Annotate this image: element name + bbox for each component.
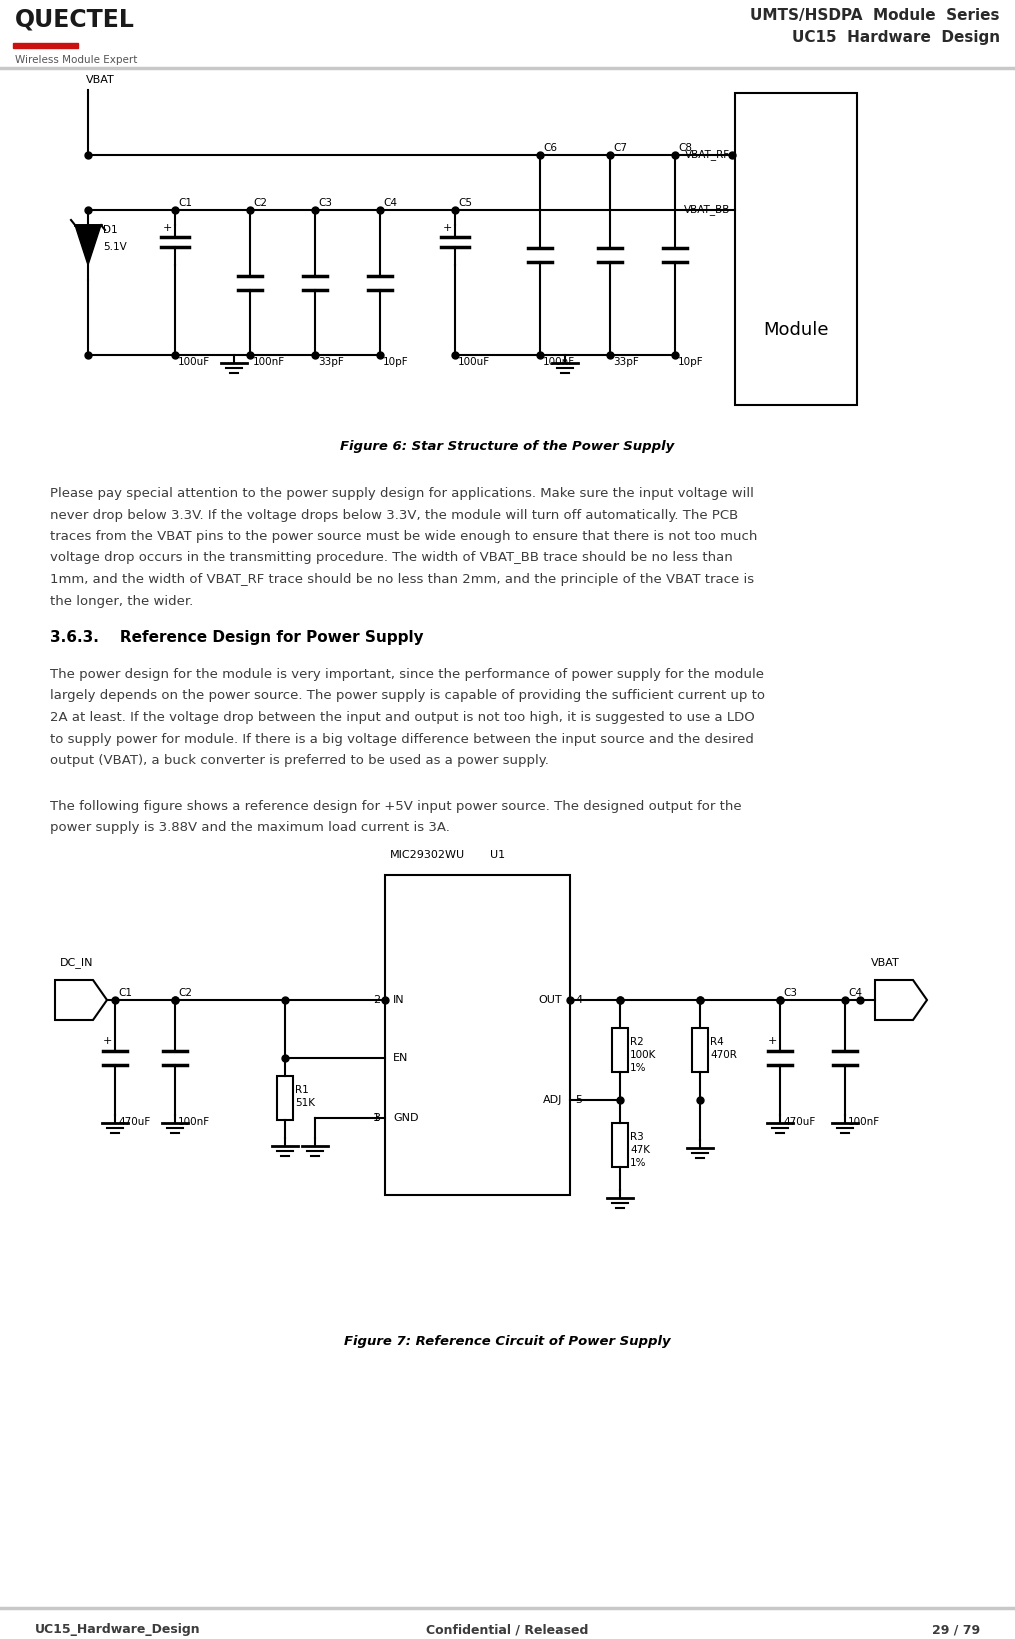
Text: C5: C5 (458, 198, 472, 208)
Text: 1mm, and the width of VBAT_RF trace should be no less than 2mm, and the principl: 1mm, and the width of VBAT_RF trace shou… (50, 574, 754, 587)
Text: 10pF: 10pF (678, 357, 703, 367)
Text: 33pF: 33pF (318, 357, 344, 367)
Text: C7: C7 (613, 143, 627, 152)
Text: The power design for the module is very important, since the performance of powe: The power design for the module is very … (50, 669, 764, 680)
Text: 4: 4 (576, 995, 583, 1005)
Text: the longer, the wider.: the longer, the wider. (50, 595, 193, 608)
Text: 51K: 51K (295, 1098, 315, 1108)
Text: Figure 6: Star Structure of the Power Supply: Figure 6: Star Structure of the Power Su… (340, 439, 674, 452)
Text: 100uF: 100uF (458, 357, 490, 367)
Text: R1: R1 (295, 1085, 309, 1095)
Text: 100nF: 100nF (543, 357, 576, 367)
Text: 100K: 100K (630, 1051, 657, 1060)
Text: 470uF: 470uF (783, 1118, 815, 1128)
Text: UC15_Hardware_Design: UC15_Hardware_Design (35, 1624, 201, 1636)
Text: Confidential / Released: Confidential / Released (426, 1624, 588, 1636)
Text: R4: R4 (710, 1037, 724, 1047)
Text: C6: C6 (543, 143, 557, 152)
Text: GND: GND (393, 1113, 418, 1123)
Text: largely depends on the power source. The power supply is capable of providing th: largely depends on the power source. The… (50, 690, 765, 703)
Text: never drop below 3.3V. If the voltage drops below 3.3V, the module will turn off: never drop below 3.3V. If the voltage dr… (50, 508, 738, 521)
Text: VBAT_BB: VBAT_BB (684, 205, 730, 215)
Bar (385, 875, 570, 1195)
Text: R3: R3 (630, 1133, 644, 1142)
Text: +: + (767, 1036, 777, 1046)
Polygon shape (75, 225, 102, 266)
Text: 10pF: 10pF (383, 357, 409, 367)
Text: 5.1V: 5.1V (103, 243, 127, 252)
Bar (13, 43, 78, 48)
Text: IN: IN (393, 995, 405, 1005)
Text: 3: 3 (373, 1113, 380, 1123)
Text: UC15  Hardware  Design: UC15 Hardware Design (792, 30, 1000, 44)
Text: output (VBAT), a buck converter is preferred to be used as a power supply.: output (VBAT), a buck converter is prefe… (50, 754, 549, 767)
Bar (612, 1028, 628, 1072)
Bar (612, 1123, 628, 1167)
Text: C3: C3 (318, 198, 332, 208)
Text: Module: Module (763, 321, 829, 339)
Text: QUECTEL: QUECTEL (15, 8, 135, 33)
Text: 47K: 47K (630, 1146, 650, 1155)
Text: C8: C8 (678, 143, 692, 152)
Text: +: + (443, 223, 452, 233)
Text: C2: C2 (253, 198, 267, 208)
Text: 100nF: 100nF (178, 1118, 210, 1128)
Text: +: + (103, 1036, 112, 1046)
Text: R2: R2 (630, 1037, 644, 1047)
Text: UMTS/HSDPA  Module  Series: UMTS/HSDPA Module Series (750, 8, 1000, 23)
Text: power supply is 3.88V and the maximum load current is 3A.: power supply is 3.88V and the maximum lo… (50, 821, 450, 834)
Text: Figure 7: Reference Circuit of Power Supply: Figure 7: Reference Circuit of Power Sup… (344, 1336, 670, 1347)
Text: DC_IN: DC_IN (60, 957, 93, 969)
Text: The following figure shows a reference design for +5V input power source. The de: The following figure shows a reference d… (50, 800, 742, 813)
Text: 1%: 1% (630, 1159, 647, 1169)
Text: VBAT: VBAT (871, 959, 899, 969)
Text: 1%: 1% (630, 1064, 647, 1074)
Text: OUT: OUT (538, 995, 562, 1005)
Bar (692, 1028, 708, 1072)
Text: 33pF: 33pF (613, 357, 638, 367)
Text: 1: 1 (373, 1113, 380, 1123)
Text: 100uF: 100uF (178, 357, 210, 367)
Text: 100nF: 100nF (848, 1118, 880, 1128)
Text: 29 / 79: 29 / 79 (932, 1624, 980, 1636)
Text: VBAT: VBAT (86, 75, 115, 85)
Text: U1: U1 (490, 851, 505, 860)
Text: EN: EN (393, 1052, 408, 1064)
Text: Please pay special attention to the power supply design for applications. Make s: Please pay special attention to the powe… (50, 487, 754, 500)
Text: C1: C1 (118, 988, 132, 998)
Text: C1: C1 (178, 198, 192, 208)
Text: 100nF: 100nF (253, 357, 285, 367)
Text: 5: 5 (576, 1095, 582, 1105)
Text: C4: C4 (848, 988, 862, 998)
Text: ADJ: ADJ (543, 1095, 562, 1105)
Text: Wireless Module Expert: Wireless Module Expert (15, 56, 137, 66)
Text: 470R: 470R (710, 1051, 737, 1060)
Bar (277, 1075, 293, 1119)
Text: VBAT_RF: VBAT_RF (685, 149, 730, 161)
Text: 2A at least. If the voltage drop between the input and output is not too high, i: 2A at least. If the voltage drop between… (50, 711, 755, 724)
Text: +: + (162, 223, 172, 233)
Text: D1: D1 (103, 225, 118, 234)
Text: traces from the VBAT pins to the power source must be wide enough to ensure that: traces from the VBAT pins to the power s… (50, 529, 757, 543)
Bar (735, 93, 857, 405)
Text: C3: C3 (783, 988, 797, 998)
Text: 3.6.3.    Reference Design for Power Supply: 3.6.3. Reference Design for Power Supply (50, 629, 423, 646)
Text: 2: 2 (373, 995, 380, 1005)
Text: C4: C4 (383, 198, 397, 208)
Text: voltage drop occurs in the transmitting procedure. The width of VBAT_BB trace sh: voltage drop occurs in the transmitting … (50, 551, 733, 564)
Text: MIC29302WU: MIC29302WU (390, 851, 465, 860)
Text: C2: C2 (178, 988, 192, 998)
Text: 470uF: 470uF (118, 1118, 150, 1128)
Text: to supply power for module. If there is a big voltage difference between the inp: to supply power for module. If there is … (50, 733, 754, 746)
